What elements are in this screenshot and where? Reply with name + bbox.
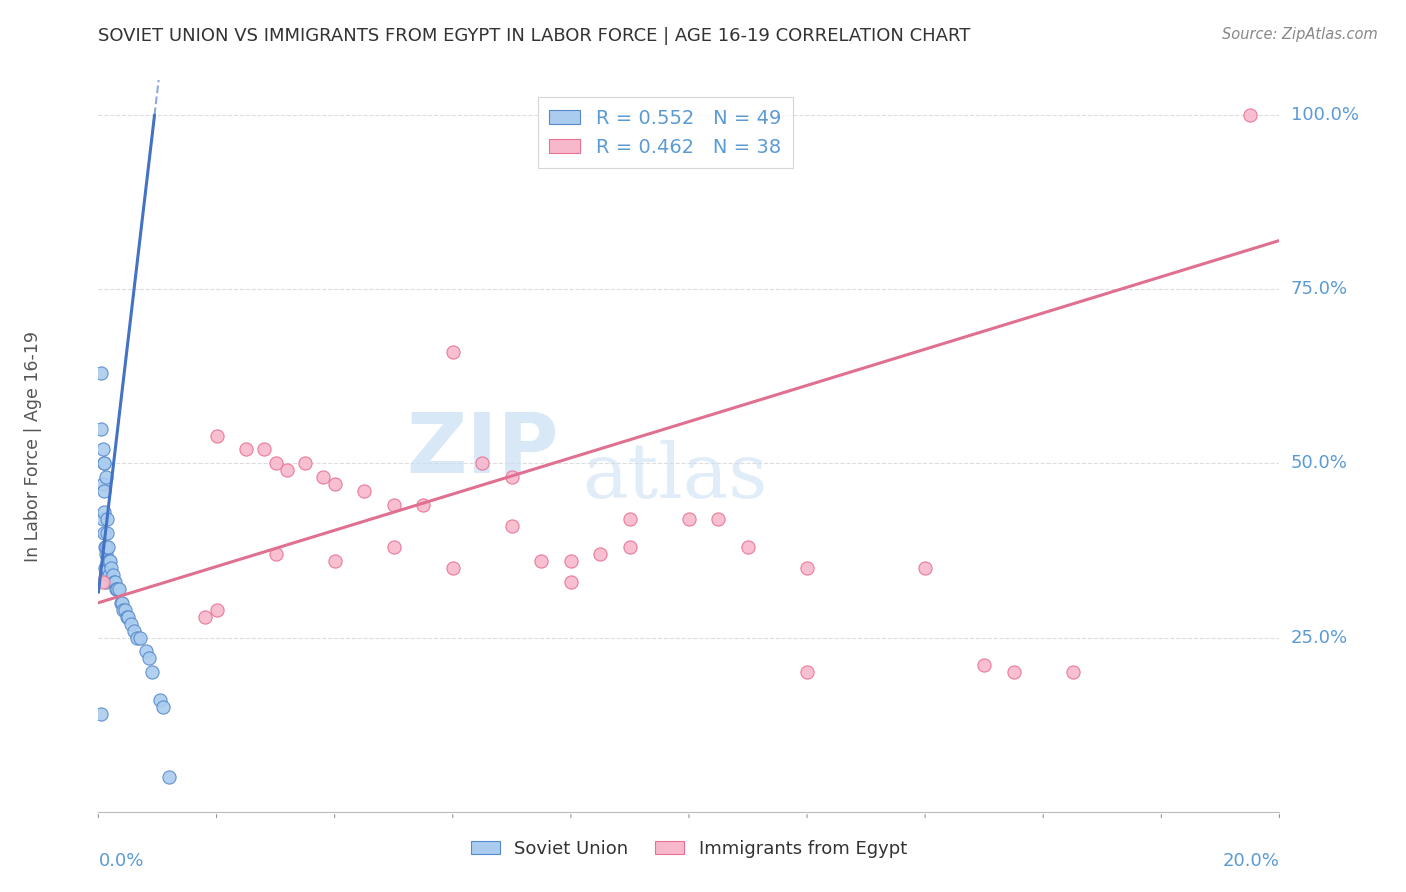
Point — [501, 519, 523, 533]
Point — [157, 770, 180, 784]
Point — [707, 512, 730, 526]
Point — [98, 567, 121, 582]
Point — [141, 665, 163, 680]
Text: SOVIET UNION VS IMMIGRANTS FROM EGYPT IN LABOR FORCE | AGE 16-19 CORRELATION CHA: SOVIET UNION VS IMMIGRANTS FROM EGYPT IN… — [98, 27, 970, 45]
Point — [205, 603, 228, 617]
Point — [973, 658, 995, 673]
Point — [276, 463, 298, 477]
Point — [1062, 665, 1084, 680]
Point — [323, 477, 346, 491]
Point — [98, 554, 121, 568]
Point — [93, 505, 115, 519]
Point — [94, 540, 117, 554]
Point — [97, 540, 120, 554]
Point — [619, 512, 641, 526]
Point — [138, 651, 160, 665]
Point — [104, 574, 127, 589]
Point — [619, 540, 641, 554]
Point — [125, 631, 148, 645]
Point — [96, 526, 118, 541]
Point — [560, 554, 582, 568]
Text: 100.0%: 100.0% — [1291, 106, 1358, 124]
Point — [323, 554, 346, 568]
Text: 50.0%: 50.0% — [1291, 454, 1347, 473]
Point — [101, 567, 124, 582]
Point — [93, 484, 115, 499]
Point — [914, 561, 936, 575]
Point — [100, 561, 122, 575]
Point — [96, 512, 118, 526]
Point — [205, 428, 228, 442]
Text: 25.0%: 25.0% — [1291, 629, 1348, 647]
Point — [264, 457, 287, 471]
Point — [115, 609, 138, 624]
Point — [120, 616, 142, 631]
Text: 0.0%: 0.0% — [98, 852, 143, 870]
Point — [253, 442, 276, 457]
Point — [122, 624, 145, 638]
Text: 75.0%: 75.0% — [1291, 280, 1348, 298]
Point — [94, 547, 117, 561]
Point — [560, 574, 582, 589]
Point — [353, 484, 375, 499]
Point — [678, 512, 700, 526]
Point — [90, 366, 112, 380]
Point — [796, 561, 818, 575]
Point — [111, 596, 134, 610]
Point — [96, 561, 118, 575]
Point — [152, 700, 174, 714]
Point — [796, 665, 818, 680]
Point — [94, 540, 117, 554]
Point — [294, 457, 316, 471]
Point — [264, 547, 287, 561]
Text: 20.0%: 20.0% — [1223, 852, 1279, 870]
Point — [90, 421, 112, 435]
Point — [382, 498, 405, 512]
Point — [98, 554, 121, 568]
Point — [96, 561, 118, 575]
Point — [103, 574, 125, 589]
Point — [112, 603, 135, 617]
Point — [1002, 665, 1025, 680]
Point — [105, 582, 128, 596]
Point — [441, 345, 464, 359]
Point — [91, 512, 114, 526]
Text: ZIP: ZIP — [406, 409, 560, 490]
Point — [91, 574, 114, 589]
Point — [589, 547, 612, 561]
Point — [110, 596, 132, 610]
Point — [93, 526, 115, 541]
Point — [382, 540, 405, 554]
Point — [441, 561, 464, 575]
Point — [94, 574, 117, 589]
Point — [135, 644, 157, 658]
Point — [93, 457, 115, 471]
Point — [194, 609, 217, 624]
Point — [235, 442, 257, 457]
Point — [471, 457, 494, 471]
Point — [93, 457, 115, 471]
Point — [737, 540, 759, 554]
Point — [128, 631, 150, 645]
Point — [530, 554, 553, 568]
Text: atlas: atlas — [582, 441, 768, 515]
Point — [97, 554, 120, 568]
Point — [90, 707, 112, 722]
Point — [312, 470, 335, 484]
Point — [501, 470, 523, 484]
Point — [91, 442, 114, 457]
Point — [114, 603, 136, 617]
Point — [117, 609, 139, 624]
Point — [105, 582, 128, 596]
Text: In Labor Force | Age 16-19: In Labor Force | Age 16-19 — [24, 331, 42, 561]
Point — [94, 561, 117, 575]
Legend: Soviet Union, Immigrants from Egypt: Soviet Union, Immigrants from Egypt — [464, 832, 914, 865]
Point — [108, 582, 131, 596]
Point — [412, 498, 434, 512]
Point — [149, 693, 172, 707]
Point — [1239, 108, 1261, 122]
Point — [94, 470, 117, 484]
Point — [91, 477, 114, 491]
Text: Source: ZipAtlas.com: Source: ZipAtlas.com — [1222, 27, 1378, 42]
